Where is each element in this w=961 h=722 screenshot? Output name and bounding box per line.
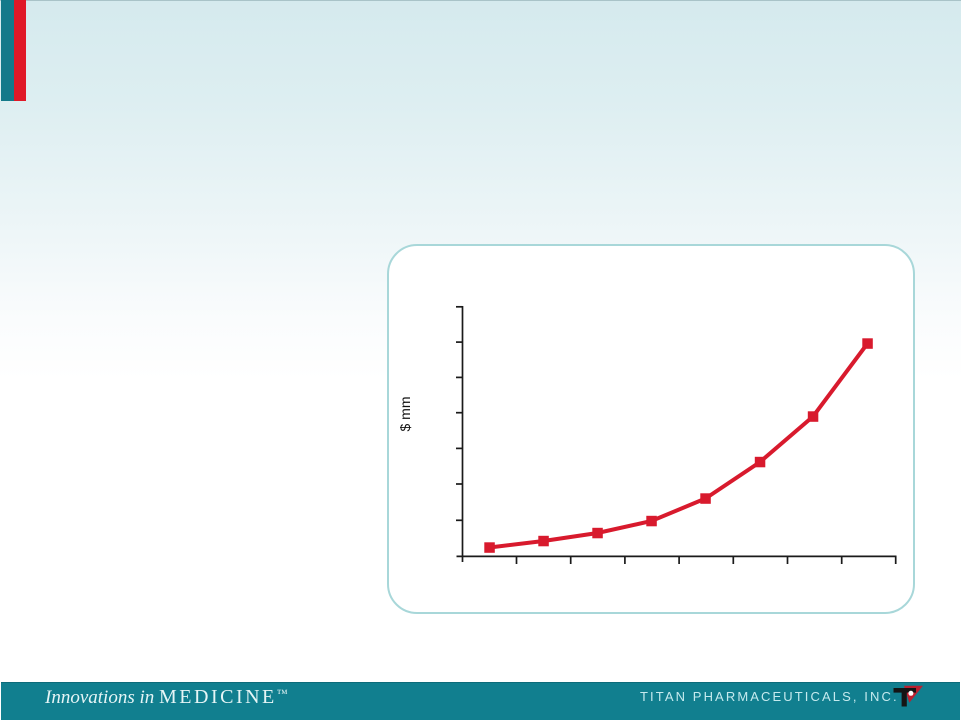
svg-text:$ mm: $ mm — [397, 397, 413, 432]
